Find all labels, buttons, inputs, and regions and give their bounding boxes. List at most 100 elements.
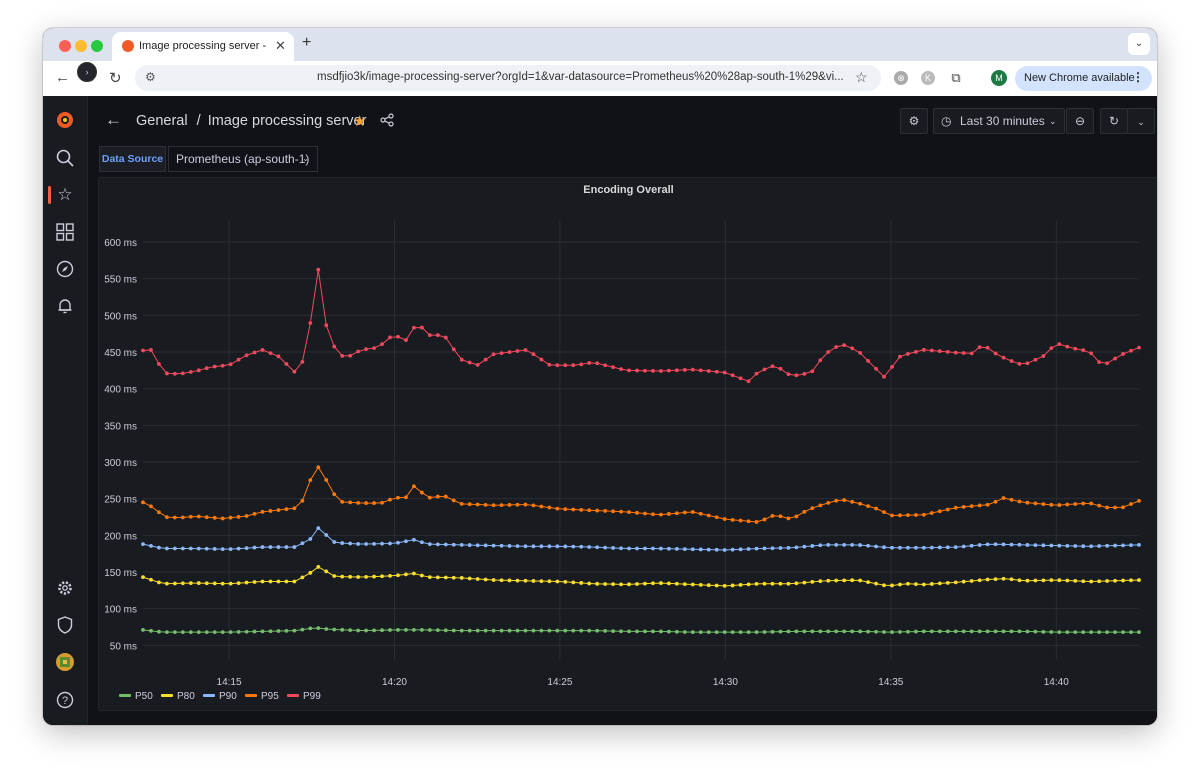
- data-point-p50: [1121, 630, 1125, 635]
- data-point-p99: [890, 365, 894, 369]
- refresh-button[interactable]: ↻: [1100, 108, 1128, 134]
- data-point-p80: [523, 578, 528, 583]
- data-point-p50: [547, 628, 552, 633]
- data-point-p80: [1057, 578, 1062, 583]
- data-point-p95: [953, 505, 958, 510]
- data-point-p90: [818, 543, 823, 548]
- data-point-p90: [643, 546, 647, 551]
- data-point-p99: [929, 348, 934, 353]
- configuration-gear-icon[interactable]: [55, 578, 75, 598]
- profile-avatar[interactable]: M: [991, 70, 1007, 86]
- reload-icon[interactable]: ↻: [109, 70, 122, 87]
- data-point-p90: [459, 542, 464, 547]
- data-point-p90: [340, 541, 345, 545]
- data-point-p80: [404, 572, 408, 577]
- data-point-p99: [1121, 352, 1125, 356]
- time-series-chart[interactable]: 50 ms 100 ms 150 ms 200 ms 250 ms 300 ms 350 m…: [99, 178, 1157, 710]
- data-point-p99: [427, 333, 432, 338]
- data-point-p90: [380, 541, 384, 546]
- more-menu-icon[interactable]: ⋮: [1132, 70, 1144, 84]
- data-point-p50: [180, 630, 185, 635]
- data-point-p80: [666, 581, 671, 586]
- bookmark-star-icon[interactable]: ☆: [855, 69, 868, 85]
- data-point-p80: [443, 575, 448, 580]
- grafana-logo-icon[interactable]: [55, 110, 75, 130]
- tab-close-icon[interactable]: ✕: [275, 38, 286, 53]
- data-point-p50: [499, 628, 504, 633]
- data-point-p80: [141, 575, 145, 580]
- back-arrow-icon[interactable]: ←: [55, 69, 70, 86]
- y-tick-label: 350 ms: [104, 421, 137, 432]
- datasource-variable-select[interactable]: Prometheus (ap-south-1) ⌄: [168, 146, 318, 172]
- data-point-p95: [1113, 505, 1117, 510]
- data-point-p99: [714, 369, 719, 374]
- data-point-p80: [937, 581, 942, 586]
- datasource-chevron-icon: ⌄: [302, 154, 309, 163]
- url-text[interactable]: msdfjio3k/image-processing-server?orgId=…: [317, 71, 844, 83]
- data-point-p99: [204, 366, 209, 371]
- data-point-p50: [842, 629, 847, 634]
- time-picker-button[interactable]: ◷ Last 30 minutes ⌄: [933, 108, 1065, 134]
- expand-menu-chevron-icon[interactable]: ›: [77, 62, 97, 82]
- alerting-bell-icon[interactable]: [55, 296, 75, 316]
- data-point-p90: [810, 544, 815, 548]
- data-point-p50: [475, 628, 480, 633]
- legend-label-p50: P50: [135, 691, 153, 702]
- data-point-p95: [1129, 502, 1133, 506]
- dashboards-icon[interactable]: [55, 222, 75, 242]
- data-point-p50: [666, 629, 671, 634]
- data-point-p90: [443, 542, 448, 547]
- data-point-p90: [547, 544, 552, 549]
- panel-title[interactable]: Encoding Overall: [583, 184, 674, 196]
- new-tab-icon[interactable]: +: [302, 34, 312, 51]
- data-point-p95: [898, 513, 902, 518]
- data-point-p50: [738, 630, 743, 635]
- share-icon[interactable]: [380, 113, 394, 130]
- x-tick-label: 14:15: [217, 677, 242, 688]
- data-point-p95: [236, 515, 241, 519]
- tab-search-chevron-icon[interactable]: ⌄: [1128, 33, 1150, 55]
- starred-icon[interactable]: ☆: [57, 185, 73, 204]
- dashboard-settings-button[interactable]: ⚙: [900, 108, 928, 134]
- extension-k-icon[interactable]: K: [921, 71, 935, 85]
- extension-icon[interactable]: ⊗: [894, 71, 908, 85]
- maximize-window-button[interactable]: [91, 40, 103, 52]
- x-tick-label: 14:35: [878, 677, 903, 688]
- help-icon[interactable]: ?: [55, 690, 75, 710]
- extensions-puzzle-icon[interactable]: ⧉: [951, 70, 961, 85]
- url-omnibox[interactable]: ⚙ msdfjio3k/image-processing-server?orgI…: [135, 65, 881, 91]
- data-point-p90: [300, 541, 305, 546]
- data-point-p80: [204, 581, 209, 586]
- data-point-p99: [611, 365, 616, 370]
- minimize-window-button[interactable]: [75, 40, 87, 52]
- explore-compass-icon[interactable]: [55, 259, 75, 279]
- data-point-p99: [292, 369, 297, 374]
- data-point-p99: [730, 373, 735, 378]
- data-point-p90: [937, 545, 942, 550]
- user-avatar[interactable]: [55, 652, 75, 672]
- close-window-button[interactable]: [59, 40, 71, 52]
- dashboard-title[interactable]: Image processing server: [207, 113, 367, 129]
- browser-tab[interactable]: Image processing server - Da ✕: [112, 32, 294, 61]
- site-settings-icon[interactable]: ⚙: [145, 70, 156, 84]
- data-point-p95: [1081, 501, 1086, 506]
- search-icon[interactable]: [55, 148, 75, 168]
- data-point-p50: [563, 628, 568, 633]
- svg-text:?: ?: [62, 695, 68, 707]
- server-admin-shield-icon[interactable]: [55, 615, 75, 635]
- zoom-out-button[interactable]: ⊖: [1066, 108, 1094, 134]
- update-chrome-button[interactable]: New Chrome available ⋮: [1015, 66, 1152, 91]
- data-point-p99: [746, 379, 751, 384]
- data-point-p90: [985, 542, 990, 547]
- data-point-p80: [714, 583, 719, 588]
- data-point-p80: [587, 581, 592, 586]
- data-point-p95: [252, 511, 257, 516]
- data-point-p80: [515, 578, 520, 583]
- data-point-p50: [730, 630, 735, 635]
- breadcrumb-folder[interactable]: General: [136, 113, 188, 129]
- data-point-p80: [1081, 579, 1086, 584]
- refresh-interval-dropdown[interactable]: ⌄: [1127, 108, 1155, 134]
- favorite-star-icon[interactable]: ★: [353, 113, 367, 130]
- back-arrow-icon[interactable]: ←: [105, 110, 122, 129]
- legend-swatch-p99: [287, 694, 299, 697]
